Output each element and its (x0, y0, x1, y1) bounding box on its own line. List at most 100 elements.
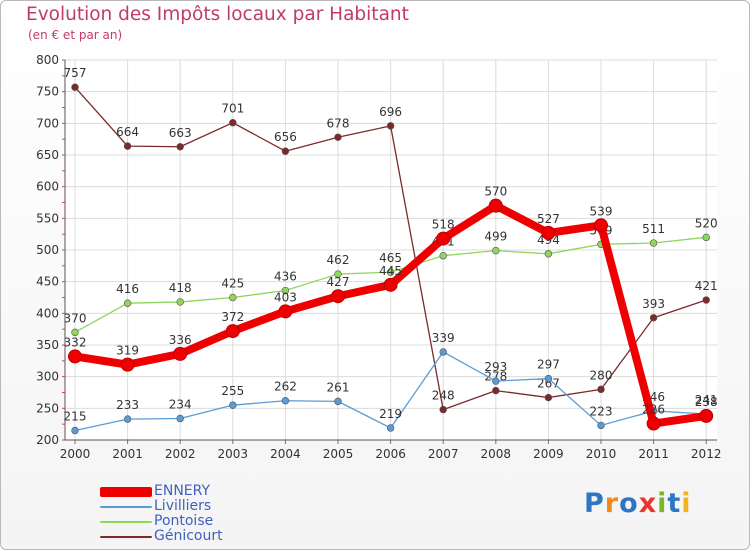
data-point-genicourt (544, 393, 553, 402)
logo-letter: i (681, 488, 692, 519)
data-point-genicourt (492, 386, 500, 395)
data-label-genicourt: 664 (116, 125, 139, 139)
data-point-genicourt (334, 133, 342, 141)
x-tick-label: 2002 (165, 447, 196, 461)
y-tick-label: 550 (36, 211, 59, 225)
data-label-livilliers: 223 (590, 404, 613, 418)
data-point-genicourt (386, 122, 395, 130)
data-point-livilliers (71, 426, 79, 435)
data-point-ennery (383, 277, 398, 292)
data-label-ennery: 226 (642, 403, 665, 417)
legend-item-livilliers: Livilliers (100, 499, 223, 514)
chart-subtitle: (en € et par an) (28, 28, 123, 42)
data-point-genicourt (439, 405, 447, 414)
data-label-livilliers: 241 (695, 393, 718, 407)
data-point-ennery (646, 416, 661, 431)
logo-letter: P (584, 488, 605, 519)
y-tick-label: 200 (36, 433, 59, 447)
data-point-livilliers (229, 401, 237, 409)
data-label-pontoise: 436 (274, 270, 297, 284)
data-label-livilliers: 293 (484, 360, 507, 374)
data-label-livilliers: 219 (379, 407, 402, 421)
data-point-pontoise (334, 270, 342, 278)
data-point-genicourt (281, 147, 290, 155)
data-label-livilliers: 215 (64, 410, 87, 424)
data-label-ennery: 427 (327, 275, 350, 289)
legend-item-ennery: ENNERY (100, 484, 223, 499)
data-label-ennery: 372 (221, 310, 244, 324)
data-point-ennery (541, 225, 556, 240)
data-point-livilliers (123, 415, 132, 423)
data-label-ennery: 238 (695, 395, 718, 409)
y-tick-label: 450 (36, 275, 59, 289)
x-tick-label: 2004 (270, 447, 301, 461)
data-label-genicourt: 696 (379, 105, 402, 119)
x-tick-label: 2006 (375, 447, 406, 461)
chart-title: Evolution des Impôts locaux par Habitant (26, 4, 409, 25)
data-label-ennery: 332 (64, 335, 87, 349)
data-point-genicourt (702, 296, 710, 304)
data-label-ennery: 336 (169, 333, 192, 347)
data-point-livilliers (176, 414, 184, 423)
data-label-genicourt: 421 (695, 279, 718, 293)
y-tick-label: 800 (36, 53, 59, 67)
data-point-livilliers (597, 421, 605, 430)
data-point-livilliers (439, 348, 447, 356)
data-label-ennery: 445 (379, 264, 402, 278)
data-point-ennery (173, 346, 188, 361)
data-point-livilliers (281, 397, 290, 405)
legend-label: Pontoise (154, 513, 214, 529)
legend-item-genicourt: Génicourt (100, 529, 223, 544)
x-tick-label: 2009 (533, 447, 564, 461)
x-tick-label: 2000 (60, 447, 91, 461)
y-tick-label: 300 (36, 370, 59, 384)
logo-letter: t (667, 488, 682, 519)
data-label-livilliers: 234 (169, 397, 192, 411)
data-label-genicourt: 678 (327, 116, 350, 130)
data-label-livilliers: 339 (432, 331, 455, 345)
y-tick-label: 750 (36, 85, 59, 99)
data-label-pontoise: 462 (327, 253, 350, 267)
x-tick-label: 2012 (691, 447, 722, 461)
data-point-genicourt (229, 118, 237, 127)
logo-letter: o (619, 488, 639, 519)
data-label-livilliers: 233 (116, 398, 139, 412)
data-point-ennery (331, 289, 345, 304)
data-label-genicourt: 663 (169, 126, 192, 140)
data-point-ennery (436, 231, 451, 246)
y-tick-label: 400 (36, 306, 59, 320)
data-point-pontoise (702, 233, 710, 242)
data-point-genicourt (71, 83, 79, 91)
data-label-livilliers: 255 (221, 384, 244, 398)
data-label-ennery: 570 (484, 185, 507, 199)
data-point-livilliers (334, 397, 342, 406)
data-point-pontoise (492, 246, 500, 255)
data-point-pontoise (71, 328, 79, 337)
chart-legend: ENNERY Livilliers Pontoise Génicourt (100, 484, 223, 544)
data-point-ennery (699, 408, 714, 423)
data-label-pontoise: 416 (116, 282, 139, 296)
legend-swatch (100, 486, 152, 497)
data-point-ennery (225, 324, 240, 339)
legend-label: Génicourt (154, 528, 223, 544)
x-tick-label: 2011 (638, 447, 669, 461)
data-point-livilliers (544, 374, 553, 383)
data-point-pontoise (386, 268, 395, 276)
data-label-pontoise: 520 (695, 216, 718, 230)
data-point-genicourt (176, 143, 184, 151)
data-point-pontoise (439, 252, 447, 260)
data-label-ennery: 319 (116, 344, 139, 358)
data-point-ennery (594, 218, 608, 233)
data-point-livilliers (386, 424, 395, 432)
data-point-ennery (68, 349, 82, 364)
data-point-livilliers (492, 377, 500, 385)
data-point-genicourt (123, 142, 132, 150)
y-tick-label: 500 (36, 243, 59, 257)
logo-letter: r (604, 488, 620, 519)
legend-swatch (100, 505, 152, 508)
data-label-livilliers: 297 (537, 358, 560, 372)
data-label-pontoise: 465 (379, 251, 402, 265)
y-tick-label: 600 (36, 180, 59, 194)
x-tick-label: 2003 (218, 447, 249, 461)
